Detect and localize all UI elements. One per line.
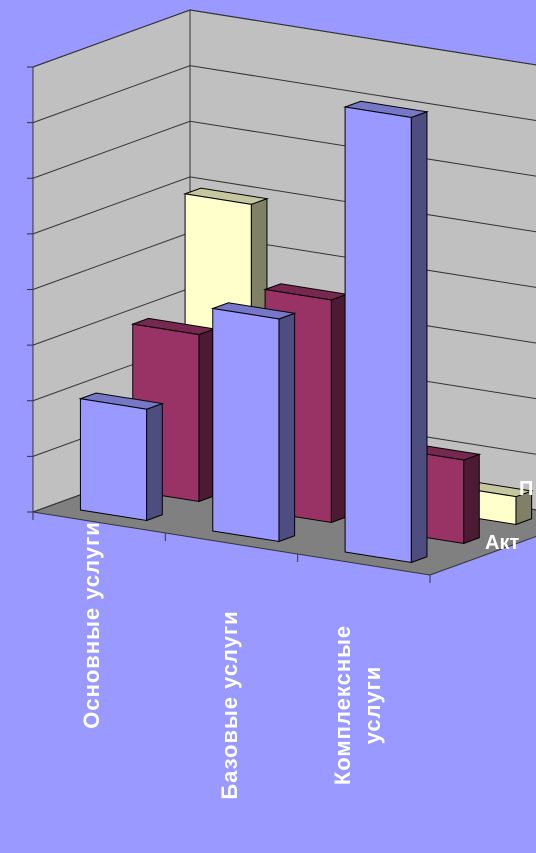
- bar-side: [463, 453, 480, 545]
- bar-front: [79, 398, 148, 522]
- grid-line: [32, 65, 536, 124]
- x-tick-label: Основные услуги: [79, 521, 104, 729]
- series-label: П: [519, 478, 534, 500]
- bar-side: [278, 312, 296, 543]
- x-tick-label: Базовые услуги: [217, 610, 242, 800]
- bar-front: [344, 106, 412, 564]
- bar-side: [146, 402, 163, 522]
- grid-line: [32, 120, 536, 179]
- grid-line: [32, 176, 536, 235]
- grid-line: [32, 9, 536, 68]
- bar-front: [212, 307, 280, 543]
- x-tick-label: Комплексные услуги: [330, 624, 385, 786]
- bar-side: [410, 111, 428, 564]
- series-label: Акт: [485, 532, 520, 554]
